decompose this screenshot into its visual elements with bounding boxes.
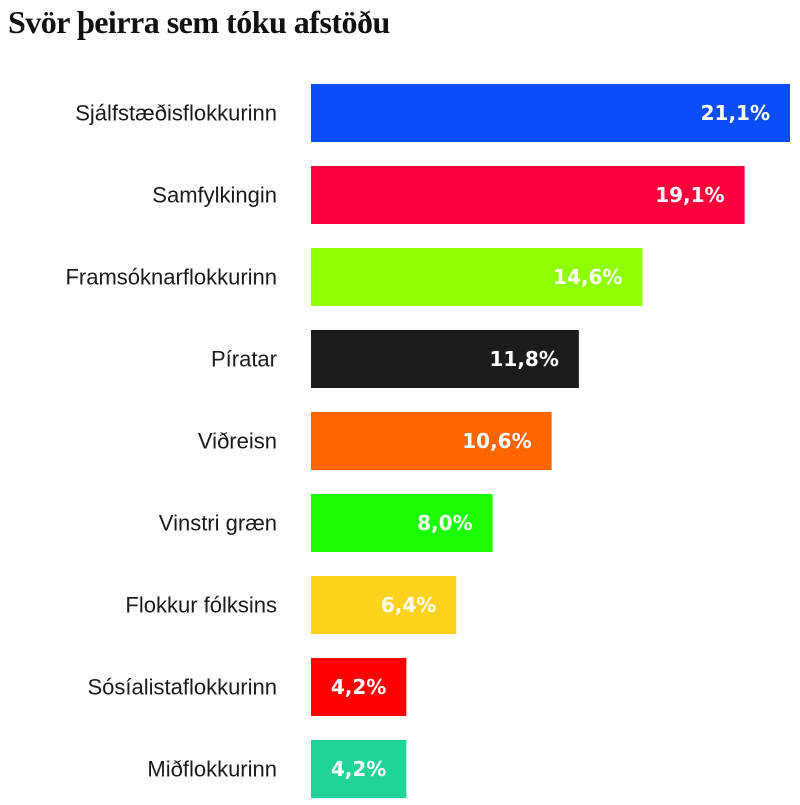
value-label: 6,4% [381, 593, 436, 617]
category-label: Sósíalistaflokkurinn [87, 675, 277, 700]
category-label: Viðreisn [198, 429, 277, 454]
category-label: Píratar [211, 347, 277, 372]
category-label: Flokkur fólksins [125, 593, 277, 618]
value-label: 4,2% [331, 675, 386, 699]
category-label: Samfylkingin [152, 183, 277, 208]
category-label: Sjálfstæðisflokkurinn [75, 101, 277, 126]
value-label: 19,1% [655, 183, 724, 207]
bar-4 [311, 412, 552, 470]
category-label: Framsóknarflokkurinn [65, 265, 277, 290]
value-label: 21,1% [701, 101, 770, 125]
category-label: Vinstri græn [159, 511, 277, 536]
bar-7 [311, 658, 407, 716]
value-label: 10,6% [462, 429, 531, 453]
value-label: 8,0% [417, 511, 472, 535]
bar-6 [311, 576, 457, 634]
bar-2 [311, 248, 643, 306]
value-label: 11,8% [489, 347, 558, 371]
value-label: 4,2% [331, 757, 386, 781]
value-label: 14,6% [553, 265, 622, 289]
bar-8 [311, 740, 407, 798]
bar-5 [311, 494, 493, 552]
bar-1 [311, 166, 745, 224]
chart-title: Svör þeirra sem tóku afstöðu [8, 4, 390, 40]
category-label: Miðflokkurinn [147, 757, 277, 782]
bar-0 [311, 84, 790, 142]
bar-3 [311, 330, 579, 388]
